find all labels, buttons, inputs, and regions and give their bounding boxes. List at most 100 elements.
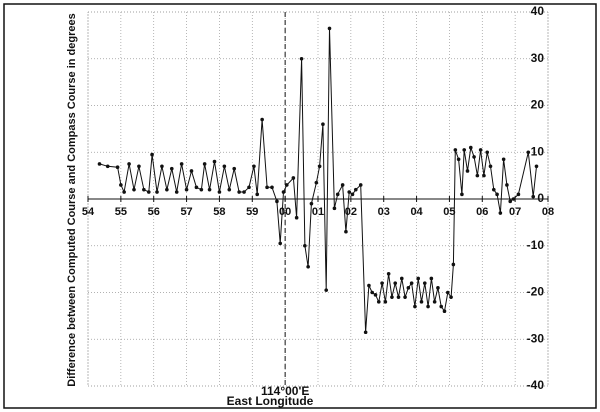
data-point	[105, 164, 110, 169]
data-point	[451, 262, 456, 267]
data-point	[327, 26, 332, 31]
data-point	[422, 281, 427, 285]
data-point	[516, 192, 521, 197]
data-point	[399, 276, 404, 281]
data-point	[442, 309, 447, 314]
data-point	[255, 192, 260, 197]
data-point	[358, 183, 363, 187]
data-point	[370, 290, 375, 295]
data-point	[390, 295, 394, 299]
data-point	[174, 190, 179, 194]
data-point	[265, 185, 269, 190]
data-point	[314, 180, 319, 185]
y-tick-label: -20	[527, 285, 545, 299]
data-point	[291, 176, 296, 180]
data-point	[340, 183, 345, 187]
data-point	[468, 145, 473, 150]
data-point	[409, 281, 414, 285]
data-point	[306, 264, 310, 269]
data-point	[317, 164, 322, 169]
data-point	[449, 295, 453, 299]
data-point	[165, 187, 169, 192]
data-point	[217, 190, 222, 194]
data-point	[155, 190, 159, 194]
data-point	[303, 243, 307, 248]
data-point	[416, 276, 421, 281]
data-point	[453, 148, 458, 152]
y-tick-label: 10	[531, 144, 545, 158]
data-point	[429, 276, 434, 281]
x-tick-label: 08	[542, 206, 554, 218]
data-point	[350, 192, 355, 197]
data-point	[367, 283, 371, 288]
data-point	[344, 229, 348, 234]
data-point	[534, 164, 539, 169]
x-tick-label: 05	[443, 206, 455, 218]
data-point	[475, 173, 480, 178]
y-tick-label: -10	[527, 238, 545, 252]
data-point	[137, 164, 141, 169]
x-tick-label: 58	[213, 206, 225, 218]
x-tick-label: 02	[345, 206, 357, 218]
data-point	[97, 162, 102, 166]
data-point	[347, 190, 352, 194]
data-point	[199, 187, 204, 192]
data-point	[460, 192, 464, 197]
data-point	[169, 166, 174, 171]
x-tick-label: 57	[180, 206, 192, 218]
data-point	[501, 157, 506, 162]
y-tick-label: 40	[531, 4, 545, 18]
data-point	[396, 295, 401, 299]
data-point	[332, 206, 337, 211]
data-point	[376, 300, 381, 304]
data-point	[160, 164, 164, 169]
data-point	[439, 304, 444, 309]
data-point	[232, 166, 237, 171]
x-tick-label: 03	[378, 206, 390, 218]
x-tick-label: 04	[410, 206, 423, 218]
data-point	[270, 185, 274, 190]
data-point	[511, 197, 516, 201]
data-point	[386, 272, 391, 276]
data-point	[482, 173, 486, 178]
data-point	[426, 304, 430, 309]
data-point	[309, 201, 314, 206]
data-point	[465, 169, 470, 173]
data-point	[294, 215, 299, 220]
data-point	[202, 162, 207, 166]
data-point	[393, 281, 398, 285]
data-point	[115, 165, 120, 170]
data-point	[260, 117, 264, 122]
data-point	[495, 192, 499, 197]
data-point	[212, 159, 217, 164]
data-point	[122, 190, 126, 194]
x-axis-label: East Longitude	[227, 394, 314, 408]
data-point	[324, 288, 329, 292]
y-tick-label: 20	[531, 98, 545, 112]
data-point	[383, 300, 388, 304]
data-point	[478, 148, 483, 152]
data-point	[207, 187, 212, 192]
data-point	[299, 56, 304, 61]
annotation-label: 114°00'E	[261, 384, 309, 398]
x-tick-label: 56	[148, 206, 160, 218]
data-point	[531, 194, 536, 199]
data-point	[406, 286, 411, 290]
data-point	[242, 190, 246, 194]
x-tick-label: 01	[312, 206, 324, 218]
data-point	[119, 183, 123, 187]
data-point	[222, 164, 227, 169]
data-point	[419, 300, 424, 304]
data-point	[127, 162, 131, 166]
data-point	[436, 286, 440, 290]
x-tick-label: 07	[509, 206, 521, 218]
data-point	[445, 290, 450, 295]
data-point	[432, 300, 437, 304]
data-point	[462, 148, 467, 152]
data-point	[363, 330, 368, 335]
data-point	[353, 187, 358, 192]
data-point	[498, 211, 503, 215]
y-tick-label: -30	[527, 331, 545, 345]
data-point	[184, 187, 189, 192]
